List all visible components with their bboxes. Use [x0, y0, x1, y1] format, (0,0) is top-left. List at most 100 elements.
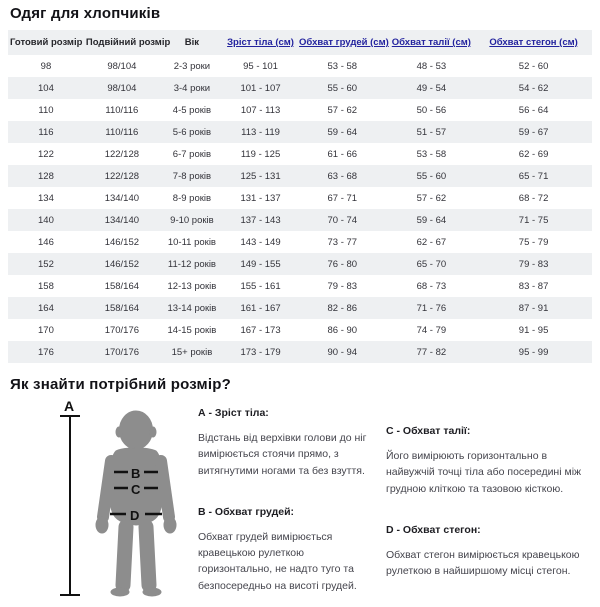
column-header-height[interactable]: Зріст тіла (см)	[224, 30, 298, 55]
table-cell: 55 - 60	[327, 82, 358, 94]
child-silhouette	[95, 410, 177, 597]
table-cell: 59 - 67	[518, 126, 549, 138]
table-cell: 57 - 62	[416, 192, 447, 204]
table-cell: 110/116	[105, 104, 139, 116]
table-cell: 146	[38, 236, 54, 248]
table-row: 158 158/164 12-13 років 155 - 161 79 - 83 68 …	[8, 275, 592, 297]
table-cell: 104	[38, 82, 54, 94]
figure-label-b: B	[131, 466, 140, 481]
table-cell: 110	[38, 104, 54, 116]
column-header-waist[interactable]: Обхват талії (см)	[387, 30, 476, 55]
table-cell: 12-13 років	[167, 280, 217, 292]
table-cell: 122	[38, 148, 54, 160]
table-cell: 134/140	[104, 192, 140, 204]
table-cell: 83 - 87	[518, 280, 549, 292]
table-cell: 75 - 79	[518, 236, 549, 248]
column-header-hips[interactable]: Обхват стегон (см)	[475, 30, 592, 55]
table-row: 152 146/152 11-12 років 149 - 155 76 - 80 65 …	[8, 253, 592, 275]
guide-text-waist: Його вимірюють горизонтально в найвужчій…	[386, 450, 582, 495]
column-header-chest[interactable]: Обхват грудей (см)	[297, 30, 389, 55]
table-cell: 110/116	[105, 126, 139, 138]
table-cell: 15+ років	[171, 346, 213, 358]
table-cell: 82 - 86	[327, 302, 358, 314]
table-cell: 167 - 173	[240, 324, 281, 336]
table-cell: 74 - 79	[416, 324, 447, 336]
page-title: Одяг для хлопчиків	[10, 5, 161, 22]
table-cell: 155 - 161	[240, 280, 281, 292]
table-cell: 152	[38, 258, 54, 270]
table-cell: 70 - 74	[327, 214, 358, 226]
table-cell: 10-11 років	[167, 236, 216, 248]
table-cell: 62 - 67	[416, 236, 447, 248]
guide-heading-height: А - Зріст тіла:	[198, 407, 269, 419]
table-cell: 76 - 80	[327, 258, 358, 270]
table-cell: 95 - 99	[518, 346, 549, 358]
guide-column-left: А - Зріст тіла: Відстань від верхівки го…	[198, 399, 368, 594]
figure-label-a: A	[64, 399, 74, 414]
column-header-age: Вік	[159, 30, 225, 55]
table-row: 170 170/176 14-15 років 167 - 173 86 - 90 74 …	[8, 319, 592, 341]
table-cell: 122/128	[104, 148, 140, 160]
size-table-header-row: Готовий розмір Подвійний розмір Вік Зріст т…	[8, 30, 592, 55]
table-cell: 95 - 101	[243, 60, 278, 72]
table-cell: 176	[38, 346, 54, 358]
table-row: 134 134/140 8-9 років 131 - 137 67 - 71 57 - …	[8, 187, 592, 209]
table-cell: 77 - 82	[416, 346, 447, 358]
table-cell: 173 - 179	[240, 346, 281, 358]
table-cell: 170/176	[104, 324, 140, 336]
measurement-guide: A	[8, 398, 592, 607]
table-cell: 79 - 83	[327, 280, 358, 292]
table-cell: 53 - 58	[327, 60, 358, 72]
guide-heading-hips: D - Обхват стегон:	[386, 523, 481, 536]
table-cell: 101 - 107	[240, 82, 281, 94]
table-cell: 137 - 143	[240, 214, 281, 226]
table-cell: 158	[38, 280, 54, 292]
child-silhouette-figure: A	[60, 398, 177, 597]
table-cell: 55 - 60	[416, 170, 447, 182]
table-cell: 116	[38, 126, 54, 138]
table-cell: 161 - 167	[240, 302, 281, 314]
column-header-double-size: Подвійний розмір	[83, 30, 170, 55]
table-cell: 86 - 90	[327, 324, 358, 336]
table-cell: 67 - 71	[327, 192, 358, 204]
table-row: 176 170/176 15+ років 173 - 179 90 - 94 77 - …	[8, 341, 592, 363]
guide-text-height: Відстань від верхівки голови до ніг вимі…	[198, 432, 367, 477]
table-row: 116 110/116 5-6 років 113 - 119 59 - 64 51 - …	[8, 121, 592, 143]
table-cell: 140	[38, 214, 54, 226]
table-cell: 59 - 64	[327, 126, 358, 138]
table-cell: 98/104	[107, 60, 137, 72]
table-cell: 6-7 років	[172, 148, 212, 160]
table-cell: 170	[38, 324, 54, 336]
table-cell: 122/128	[104, 170, 140, 182]
table-cell: 7-8 років	[172, 170, 212, 182]
table-cell: 9-10 років	[170, 214, 214, 226]
table-cell: 149 - 155	[240, 258, 281, 270]
size-table-body: 98 98/104 2-3 роки 95 - 101 53 - 58 48 - 53 52…	[8, 55, 592, 363]
table-row: 164 158/164 13-14 років 161 - 167 82 - 86 71 …	[8, 297, 592, 319]
table-row: 146 146/152 10-11 років 143 - 149 73 - 77 62 …	[8, 231, 592, 253]
table-cell: 3-4 роки	[173, 82, 211, 94]
table-cell: 49 - 54	[416, 82, 447, 94]
table-cell: 61 - 66	[327, 148, 358, 160]
guide-text-chest: Обхват грудей вимірюється кравецькою рул…	[198, 530, 357, 592]
table-cell: 90 - 94	[327, 346, 358, 358]
table-row: 128 122/128 7-8 років 125 - 131 63 - 68 55 - …	[8, 165, 592, 187]
table-cell: 68 - 72	[518, 192, 549, 204]
table-cell: 53 - 58	[416, 148, 447, 160]
guide-item-chest: В - Обхват грудей: Обхват грудей вимірює…	[198, 506, 368, 594]
table-cell: 52 - 60	[518, 60, 549, 72]
table-cell: 146/152	[104, 236, 140, 248]
guide-column-right: С - Обхват талії: Його вимірюють горизон…	[368, 399, 592, 579]
table-row: 104 98/104 3-4 роки 101 - 107 55 - 60 49 - 54…	[8, 77, 592, 99]
table-row: 140 134/140 9-10 років 137 - 143 70 - 74 59 -…	[8, 209, 592, 231]
table-cell: 125 - 131	[240, 170, 281, 182]
table-cell: 98/104	[107, 82, 137, 94]
table-cell: 59 - 64	[416, 214, 447, 226]
table-cell: 91 - 95	[518, 324, 549, 336]
size-table: Готовий розмір Подвійний розмір Вік Зріст т…	[8, 30, 592, 363]
table-cell: 65 - 70	[416, 258, 447, 270]
figure-label-d: D	[130, 508, 139, 523]
table-cell: 2-3 роки	[173, 60, 211, 72]
table-cell: 51 - 57	[416, 126, 447, 138]
